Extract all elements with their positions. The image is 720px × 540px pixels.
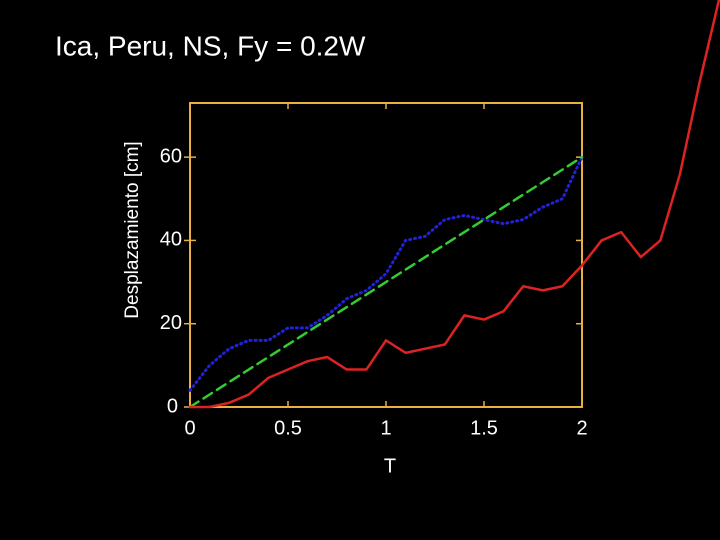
y-tick-label: 20: [160, 312, 182, 334]
y-tick-label: 60: [160, 145, 182, 167]
x-axis-label: T: [384, 455, 396, 477]
line-series: [188, 155, 584, 409]
x-tick-label: 0.5: [274, 417, 302, 439]
x-tick-label: 1: [380, 417, 391, 439]
chart-title: Ica, Peru, NS, Fy = 0.2W: [55, 30, 366, 61]
y-axis-label: Desplazamiento [cm]: [122, 141, 143, 318]
line-series: [188, 0, 720, 409]
x-tick-label: 0: [184, 417, 195, 439]
x-tick-label: 1.5: [470, 417, 498, 439]
y-tick-label: 40: [160, 229, 182, 251]
x-tick-label: 2: [576, 417, 587, 439]
line-series: [188, 155, 584, 392]
y-tick-label: 0: [167, 395, 178, 417]
